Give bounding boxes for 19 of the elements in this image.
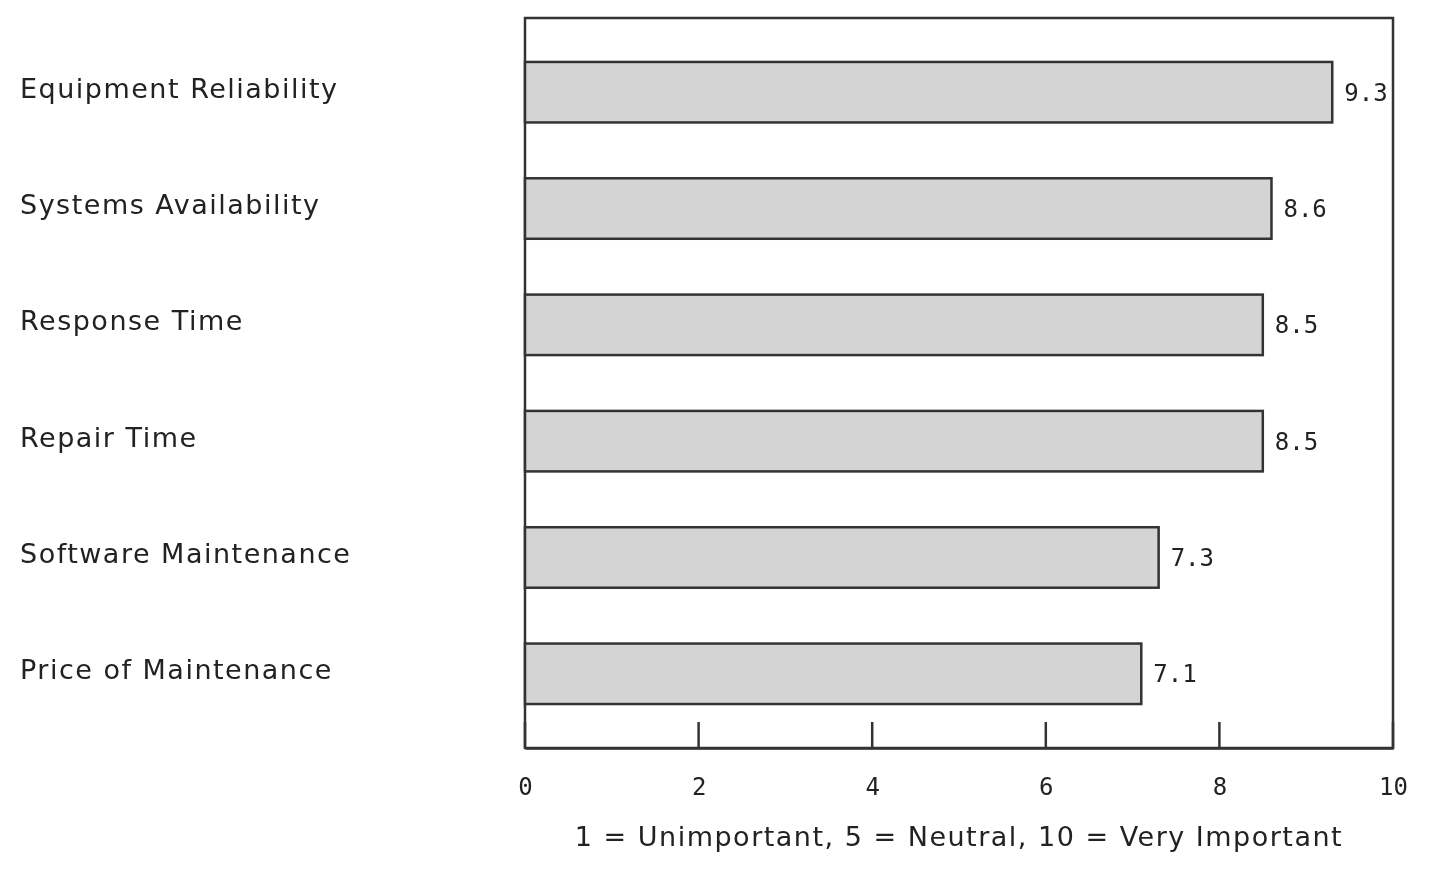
y-tick-label: Software Maintenance [20,537,352,569]
data-label: 8.6 [1283,194,1327,223]
x-tick-label: 8 [1212,773,1228,802]
data-label: 7.3 [1170,543,1214,572]
y-tick-label: Systems Availability [20,188,321,220]
x-tick-label: 0 [518,773,533,802]
data-label: 8.5 [1274,427,1319,456]
x-tick-label: 6 [1039,773,1054,802]
data-label: 7.1 [1153,660,1197,689]
x-tick-label: 2 [691,773,707,802]
x-tick-label: 4 [865,773,880,802]
y-tick-label: Repair Time [20,421,198,453]
data-label: 8.5 [1274,311,1319,340]
y-tick-label: Price of Maintenance [20,654,333,686]
x-tick-label: 10 [1379,773,1408,802]
data-label: 9.3 [1344,78,1388,107]
x-axis-title: 1 = Unimportant, 5 = Neutral, 10 = Very Important [574,821,1344,852]
y-tick-label: Equipment Reliability [20,72,339,104]
y-tick-label: Response Time [20,305,244,337]
